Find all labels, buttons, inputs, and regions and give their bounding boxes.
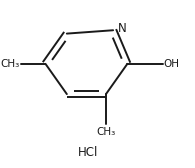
Text: CH₃: CH₃ bbox=[96, 127, 116, 137]
Text: HCl: HCl bbox=[78, 146, 98, 159]
Text: CH₃: CH₃ bbox=[0, 59, 20, 69]
Text: N: N bbox=[118, 22, 126, 35]
Text: OH: OH bbox=[164, 59, 180, 69]
